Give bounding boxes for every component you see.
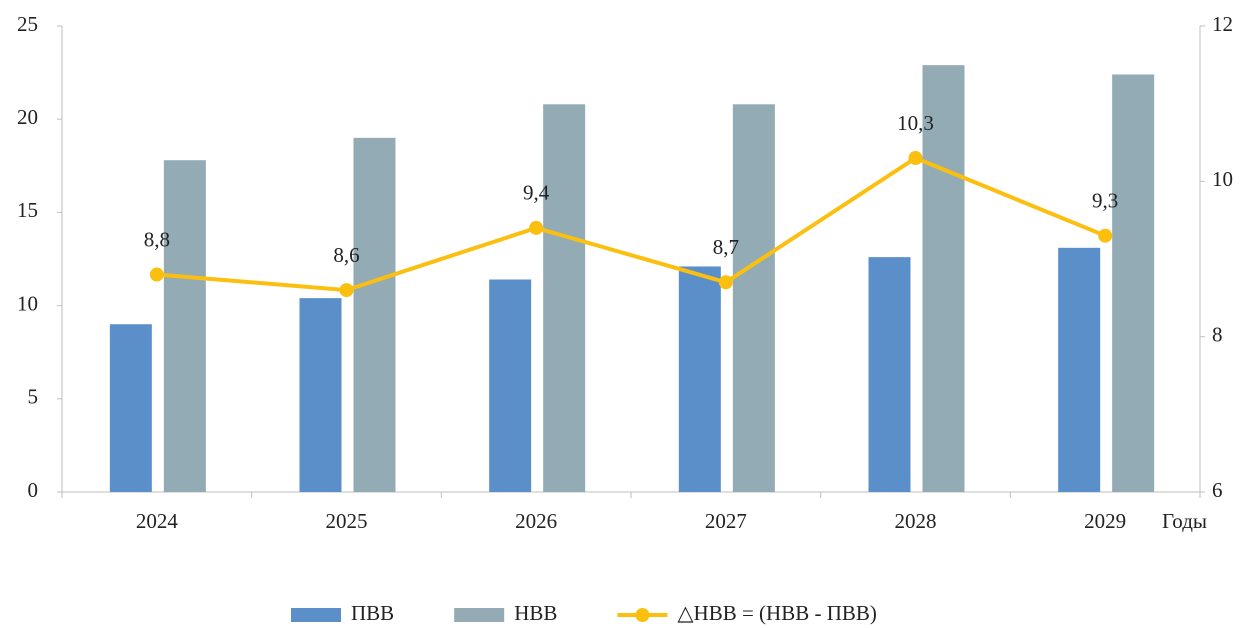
- bar: [299, 298, 342, 492]
- line-point: [339, 283, 354, 298]
- data-label: 9,4: [523, 181, 550, 205]
- x-axis-label: Годы: [1162, 509, 1207, 533]
- x-tick-label: 2028: [895, 509, 937, 533]
- data-label: 8,6: [333, 243, 359, 267]
- bar: [489, 279, 532, 492]
- line: [156, 155, 1106, 293]
- data-label: 8,7: [713, 235, 739, 259]
- legend-swatch: [635, 608, 650, 622]
- line-point: [529, 220, 544, 235]
- x-tick-label: 2025: [326, 509, 368, 533]
- y2-tick-label: 6: [1212, 478, 1223, 502]
- legend-swatch: [454, 608, 505, 622]
- legend-label: НВВ: [514, 601, 557, 625]
- x-tick-label: 2027: [705, 509, 747, 533]
- bar: [732, 104, 775, 493]
- x-tick-label: 2024: [136, 509, 179, 533]
- data-label: 10,3: [897, 111, 934, 135]
- legend-label: ПВВ: [351, 601, 394, 625]
- bar: [1112, 74, 1155, 493]
- data-label: 8,8: [144, 227, 170, 251]
- data-label: 9,3: [1092, 189, 1118, 213]
- bar: [922, 65, 965, 493]
- line-point: [149, 267, 164, 282]
- y-tick-label: 10: [17, 291, 38, 315]
- y2-tick-label: 12: [1212, 12, 1233, 36]
- y-tick-label: 0: [28, 478, 39, 502]
- x-tick-label: 2026: [515, 509, 557, 533]
- y2-tick-label: 8: [1212, 322, 1223, 346]
- y-tick-label: 5: [28, 385, 39, 409]
- y-tick-label: 20: [17, 105, 38, 129]
- bar: [543, 104, 586, 493]
- legend-label: △НВВ = (НВВ - ПВВ): [677, 601, 877, 625]
- x-tick-label: 2029: [1084, 509, 1126, 533]
- y2-tick-label: 10: [1212, 167, 1233, 191]
- legend-swatch: [291, 608, 341, 622]
- bar: [163, 160, 206, 492]
- bar: [1058, 247, 1101, 492]
- line-point: [1098, 228, 1113, 243]
- line-point: [718, 275, 733, 290]
- bar: [868, 257, 911, 492]
- y-tick-label: 25: [17, 12, 38, 36]
- bar: [678, 266, 721, 492]
- bar: [353, 137, 396, 492]
- bar: [109, 324, 152, 492]
- y-tick-label: 15: [17, 198, 38, 222]
- line-point: [908, 151, 923, 166]
